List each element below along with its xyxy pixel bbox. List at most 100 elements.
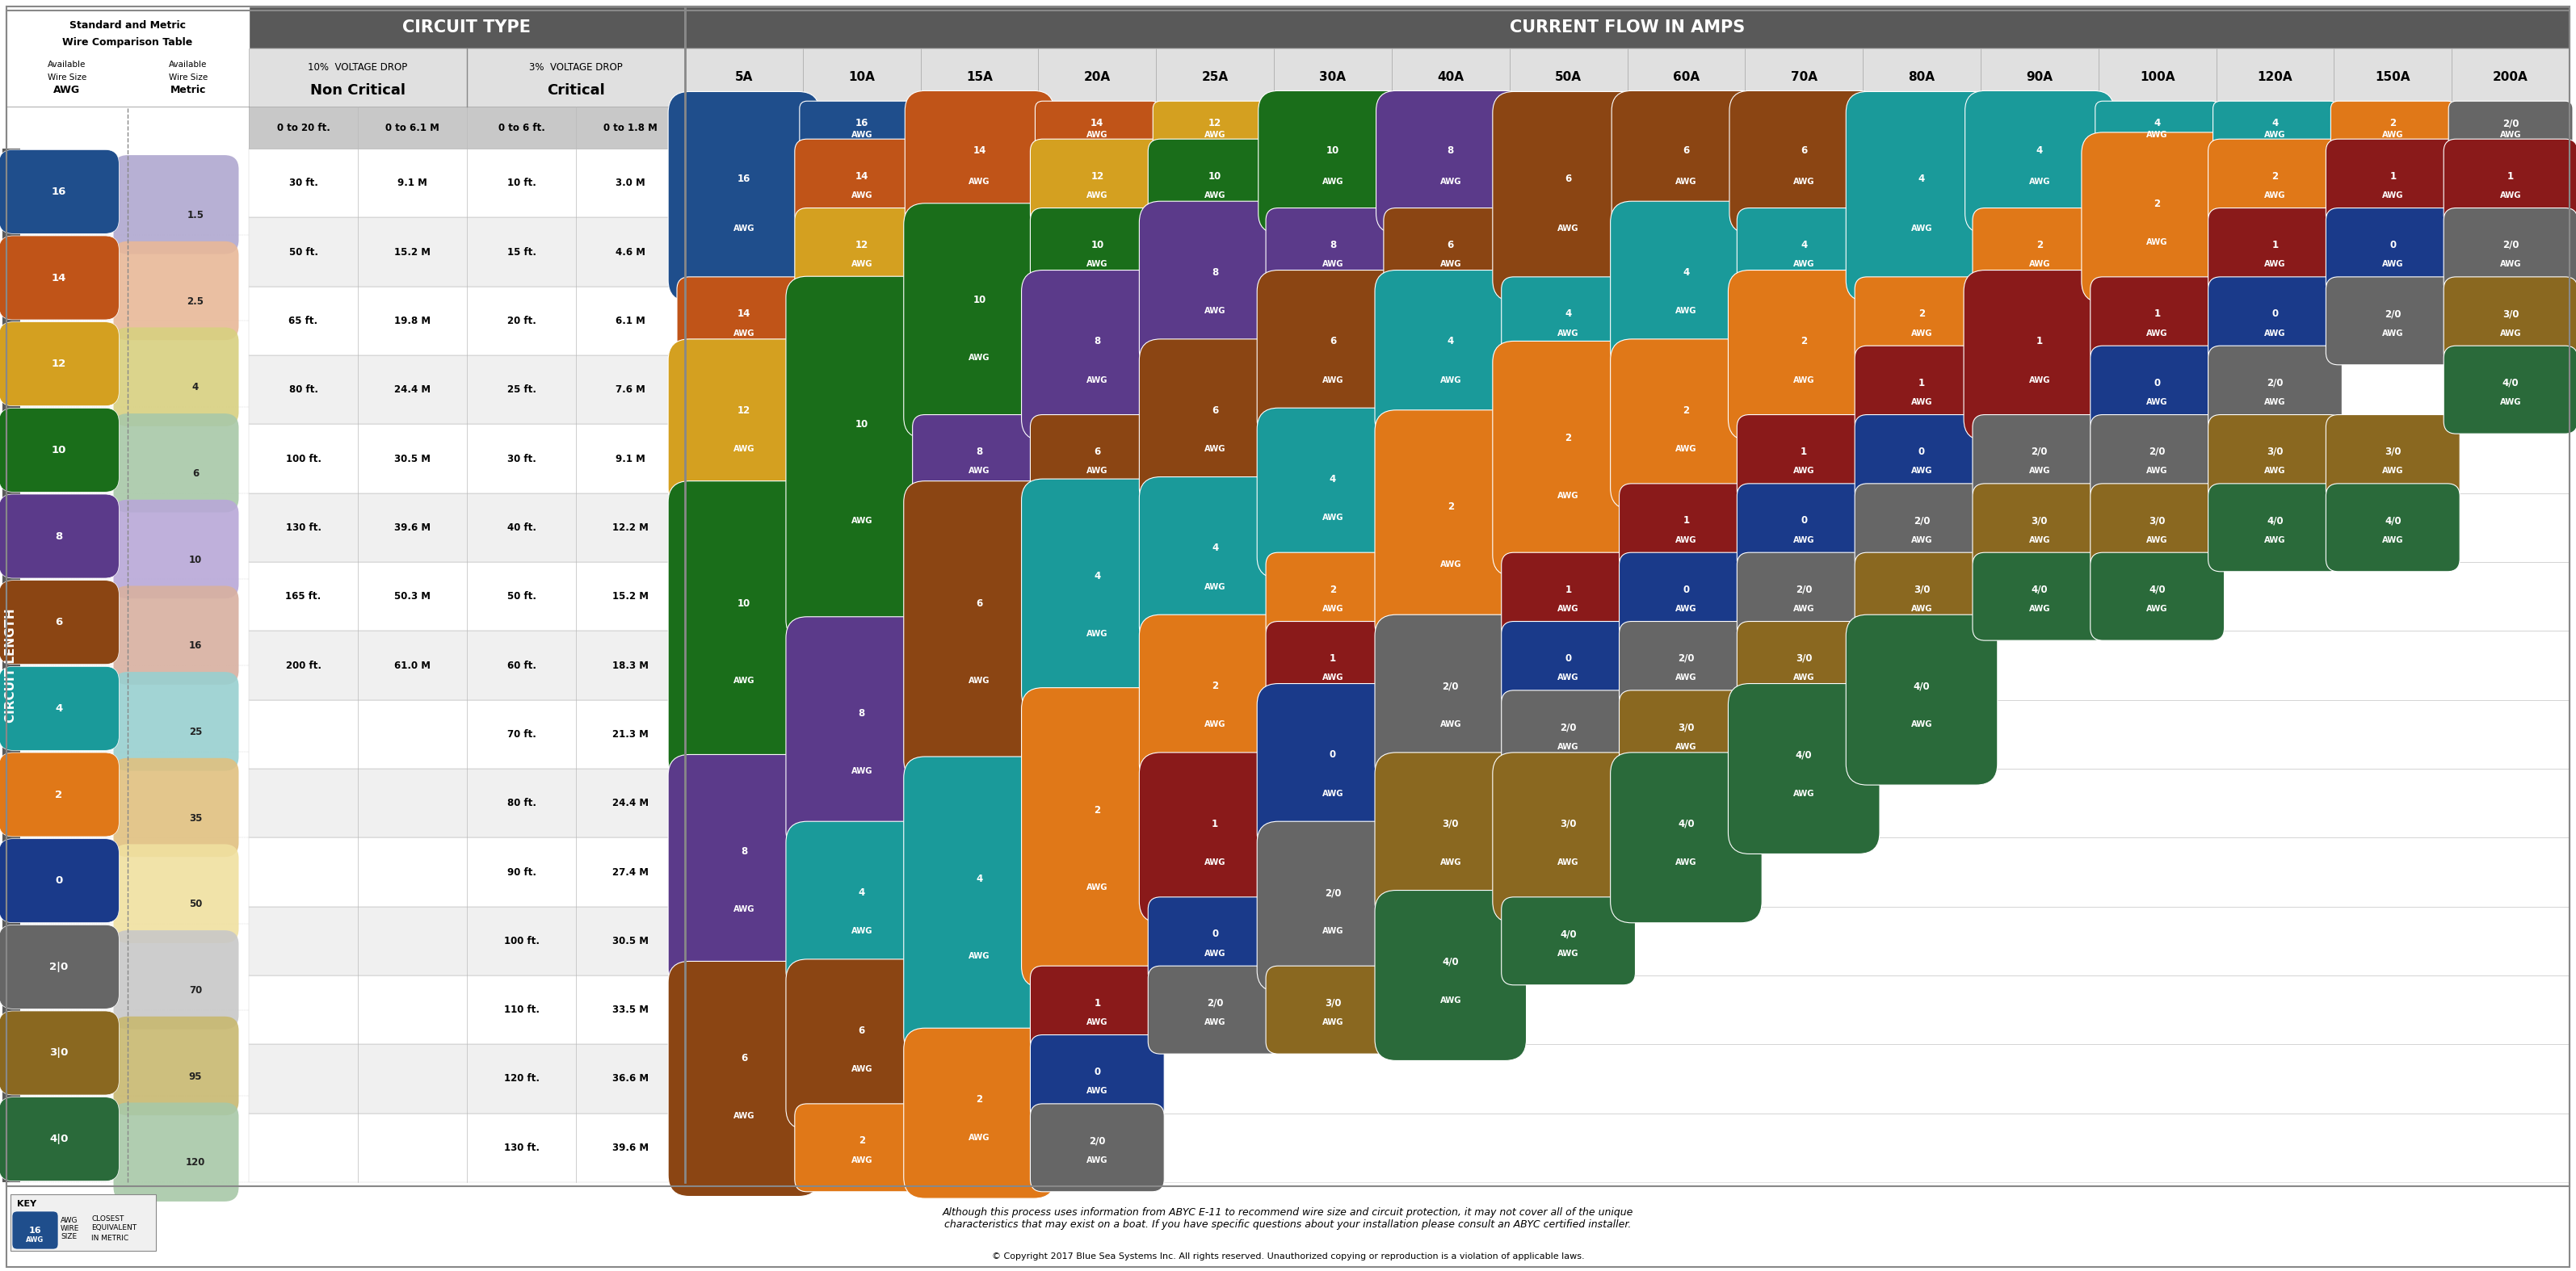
Text: AWG: AWG: [1206, 858, 1226, 867]
FancyBboxPatch shape: [1973, 553, 2107, 641]
Text: 1: 1: [2154, 309, 2161, 319]
FancyBboxPatch shape: [1492, 752, 1643, 923]
Text: AWG: AWG: [734, 676, 755, 685]
Text: 14: 14: [737, 309, 750, 319]
Text: AWG: AWG: [2264, 261, 2285, 268]
Text: 6: 6: [1211, 405, 1218, 416]
Text: 100 ft.: 100 ft.: [286, 454, 322, 464]
Text: 10: 10: [1327, 146, 1340, 156]
Text: 110 ft.: 110 ft.: [505, 1004, 538, 1016]
Text: 6: 6: [1448, 240, 1453, 250]
Text: 39.6 M: 39.6 M: [394, 522, 430, 533]
Text: AWG: AWG: [2499, 329, 2522, 337]
FancyBboxPatch shape: [904, 90, 1054, 234]
FancyBboxPatch shape: [0, 408, 118, 492]
Text: AWG: AWG: [2264, 398, 2285, 407]
FancyBboxPatch shape: [1728, 271, 1880, 441]
FancyBboxPatch shape: [1023, 688, 1172, 988]
Text: 7.6 M: 7.6 M: [616, 385, 647, 395]
FancyBboxPatch shape: [1855, 414, 1989, 502]
Text: SIZE: SIZE: [62, 1233, 77, 1240]
Text: 6.1 M: 6.1 M: [616, 315, 647, 327]
FancyBboxPatch shape: [1610, 201, 1762, 371]
Text: AWG: AWG: [1087, 1018, 1108, 1027]
Text: 4: 4: [1211, 543, 1218, 553]
Text: AWG: AWG: [2030, 536, 2050, 544]
Text: 2: 2: [1329, 585, 1337, 595]
FancyBboxPatch shape: [667, 92, 819, 301]
Text: AWG: AWG: [1674, 536, 1698, 544]
Text: 6: 6: [1682, 146, 1690, 156]
Text: 4.6 M: 4.6 M: [616, 247, 647, 257]
FancyBboxPatch shape: [113, 413, 240, 512]
Text: 80A: 80A: [1909, 71, 1935, 84]
Text: AWG: AWG: [1087, 192, 1108, 200]
FancyBboxPatch shape: [1620, 553, 1754, 641]
Text: 18.3 M: 18.3 M: [613, 660, 649, 671]
Bar: [920, 48, 1038, 107]
Text: 25A: 25A: [1200, 71, 1229, 84]
FancyBboxPatch shape: [1728, 684, 1880, 854]
FancyBboxPatch shape: [904, 203, 1056, 438]
Text: AWG: AWG: [969, 355, 989, 362]
FancyBboxPatch shape: [1265, 622, 1399, 709]
FancyBboxPatch shape: [1973, 208, 2107, 296]
FancyBboxPatch shape: [2445, 346, 2576, 433]
Text: 0: 0: [1682, 585, 1690, 595]
Text: AWG: AWG: [1440, 178, 1461, 186]
Text: 4/0: 4/0: [2032, 585, 2048, 595]
Text: 4/0: 4/0: [2148, 585, 2166, 595]
Text: 4: 4: [976, 873, 984, 885]
Text: 30 ft.: 30 ft.: [289, 178, 317, 188]
FancyBboxPatch shape: [1139, 339, 1291, 510]
Text: 10: 10: [737, 599, 750, 609]
Text: 30.5 M: 30.5 M: [613, 935, 649, 946]
FancyBboxPatch shape: [2326, 483, 2460, 572]
Text: 0: 0: [54, 876, 62, 886]
FancyBboxPatch shape: [1257, 90, 1406, 234]
Text: AWG: AWG: [2264, 131, 2285, 140]
Text: AWG: AWG: [54, 85, 80, 95]
Text: 30.5 M: 30.5 M: [394, 454, 430, 464]
Text: 2|0: 2|0: [49, 962, 70, 972]
Text: AWG: AWG: [1440, 376, 1461, 384]
Bar: [8, 6, 250, 107]
Text: 1: 1: [1211, 819, 1218, 829]
Text: AWG: AWG: [850, 928, 873, 935]
Text: 4/0: 4/0: [1443, 956, 1458, 967]
Text: 3/0: 3/0: [2148, 516, 2166, 526]
Text: 25 ft.: 25 ft.: [507, 385, 536, 395]
Text: 4: 4: [1682, 267, 1690, 278]
FancyBboxPatch shape: [1736, 208, 1870, 296]
FancyBboxPatch shape: [1502, 277, 1636, 365]
Text: AWG: AWG: [969, 676, 989, 685]
Text: 8: 8: [976, 446, 984, 458]
Text: 33.5 M: 33.5 M: [613, 1004, 649, 1016]
Text: 16: 16: [28, 1227, 41, 1234]
Text: 70: 70: [188, 985, 201, 995]
FancyBboxPatch shape: [113, 672, 240, 770]
Text: Available: Available: [49, 61, 85, 69]
Bar: [2334, 48, 2452, 107]
Bar: [250, 217, 685, 286]
Text: AWG: AWG: [2499, 261, 2522, 268]
Text: 1: 1: [1919, 377, 1924, 388]
Text: Available: Available: [170, 61, 206, 69]
FancyBboxPatch shape: [1613, 90, 1759, 234]
Text: AWG: AWG: [1674, 858, 1698, 867]
Text: AWG: AWG: [2146, 131, 2169, 140]
FancyBboxPatch shape: [0, 1097, 118, 1181]
FancyBboxPatch shape: [1502, 690, 1636, 778]
FancyBboxPatch shape: [1610, 752, 1762, 923]
Text: AWG: AWG: [1321, 178, 1345, 186]
Bar: [250, 107, 685, 149]
FancyBboxPatch shape: [2089, 277, 2223, 365]
Text: 2/0: 2/0: [1677, 653, 1695, 663]
Text: AWG: AWG: [2499, 131, 2522, 140]
FancyBboxPatch shape: [1265, 553, 1399, 641]
Text: 30A: 30A: [1319, 71, 1347, 84]
Text: 15A: 15A: [966, 71, 992, 84]
Text: 25: 25: [188, 727, 201, 737]
Text: 100 ft.: 100 ft.: [505, 935, 538, 946]
Text: 6: 6: [1095, 446, 1100, 458]
